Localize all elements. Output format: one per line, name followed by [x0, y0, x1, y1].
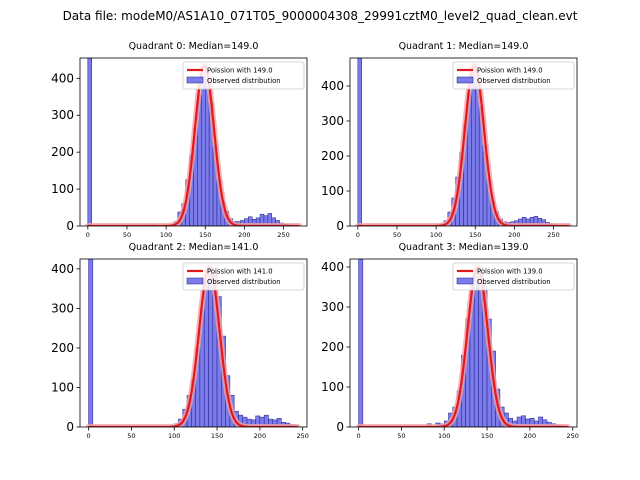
y-tick-label: 0	[66, 219, 74, 233]
x-tick-label: 200	[524, 432, 536, 440]
legend-entry-observed: Observed distribution	[477, 278, 551, 286]
y-tick-label: 300	[321, 300, 344, 314]
legend-bar-swatch	[456, 76, 474, 84]
zero-spike-bar	[357, 58, 362, 226]
quadrant-1-chart: 0 100 200 300 400 0 50 100 150 200 250 Quadrant 1: …	[321, 41, 578, 239]
x-tick-label: 150	[211, 432, 223, 440]
x-tick-label: 0	[356, 432, 360, 440]
axes-frame	[349, 258, 578, 428]
y-tick-label: 100	[51, 380, 74, 394]
legend-entry-observed: Observed distribution	[477, 77, 551, 85]
legend-entry-fit: Poission with 149.0	[207, 67, 273, 75]
x-tick-label: 150	[199, 231, 211, 239]
quadrant-0-chart: 0 100 200 300 400 0 50 100 150 200 250 Quadrant 0: …	[51, 41, 308, 239]
poisson-fit-line	[88, 266, 298, 427]
y-tick-label: 400	[51, 71, 74, 85]
x-tick-label: 50	[127, 432, 135, 440]
legend-entry-fit: Poission with 149.0	[477, 67, 543, 75]
quadrant-3-plot-area	[355, 259, 571, 427]
x-tick-label: 250	[547, 231, 559, 239]
y-tick-label: 300	[321, 114, 344, 128]
legend-bar-swatch	[186, 277, 204, 285]
x-tick-label: 150	[469, 231, 481, 239]
axes-frame	[79, 258, 308, 428]
legend-box	[182, 262, 305, 291]
poisson-fit-line	[358, 266, 568, 427]
y-tick-label: 400	[321, 260, 344, 274]
axes-frame	[79, 57, 308, 227]
figure-suptitle: Data file: modeM0/AS1A10_071T05_90000043…	[63, 9, 578, 23]
legend-entry-observed: Observed distribution	[207, 77, 281, 85]
x-tick-label: 50	[397, 432, 405, 440]
axes-frame	[349, 57, 578, 227]
y-tick-label: 200	[51, 341, 74, 355]
histogram-bar	[471, 68, 476, 226]
y-tick-label: 400	[51, 262, 74, 276]
x-tick-label: 150	[481, 432, 493, 440]
quadrant-2-chart: 0 100 200 300 400 0 50 100 150 200 250 Quadrant 2: …	[51, 242, 309, 440]
y-tick-label: 0	[336, 420, 344, 434]
y-tick-label: 300	[51, 108, 74, 122]
legend-entry-fit: Poission with 139.0	[477, 268, 543, 276]
legend-box	[452, 262, 575, 291]
x-tick-label: 100	[438, 432, 450, 440]
x-tick-label: 0	[356, 231, 360, 239]
legend-bar-swatch	[456, 277, 474, 285]
legend: Poission with 149.0 Observed distribution	[182, 61, 305, 90]
x-tick-label: 250	[297, 432, 309, 440]
y-tick-label: 400	[321, 79, 344, 93]
x-tick-label: 250	[567, 432, 579, 440]
y-tick-label: 0	[66, 420, 74, 434]
x-tick-label: 100	[168, 432, 180, 440]
x-tick-label: 200	[508, 231, 520, 239]
x-tick-label: 100	[430, 231, 442, 239]
y-tick-label: 100	[321, 184, 344, 198]
y-tick-label: 100	[321, 380, 344, 394]
x-tick-label: 50	[123, 231, 131, 239]
legend-entry-fit: Poission with 141.0	[207, 268, 273, 276]
y-tick-label: 100	[51, 182, 74, 196]
x-tick-label: 0	[86, 432, 90, 440]
legend-box	[182, 61, 305, 90]
quadrant-0-plot-area	[84, 58, 303, 226]
y-tick-label: 300	[51, 301, 74, 315]
x-tick-label: 50	[393, 231, 401, 239]
quadrant-3-chart: 0 100 200 300 400 0 50 100 150 200 250 Quadrant 3: …	[321, 242, 579, 440]
legend-entry-observed: Observed distribution	[207, 278, 281, 286]
legend: Poission with 149.0 Observed distribution	[452, 61, 575, 90]
x-tick-label: 0	[86, 231, 90, 239]
y-tick-label: 200	[321, 149, 344, 163]
poisson-fit-line	[87, 64, 300, 226]
zero-spike-bar	[88, 259, 94, 427]
poisson-fit-line	[357, 64, 570, 226]
quadrant-1-plot-area	[354, 58, 573, 226]
y-tick-label: 200	[51, 145, 74, 159]
quadrant-1-title: Quadrant 1: Median=149.0	[399, 41, 529, 52]
quadrant-3-title: Quadrant 3: Median=139.0	[399, 242, 529, 253]
legend-bar-swatch	[186, 76, 204, 84]
histogram-bar	[473, 270, 479, 427]
zero-spike-bar	[358, 259, 364, 427]
y-tick-label: 200	[321, 340, 344, 354]
legend: Poission with 141.0 Observed distribution	[182, 262, 305, 291]
quadrant-0-title: Quadrant 0: Median=149.0	[129, 41, 259, 52]
legend: Poission with 139.0 Observed distribution	[452, 262, 575, 291]
histogram-bar	[201, 70, 206, 226]
legend-box	[452, 61, 575, 90]
x-tick-label: 100	[160, 231, 172, 239]
y-tick-label: 0	[336, 219, 344, 233]
histogram-bar	[474, 85, 480, 226]
x-tick-label: 250	[277, 231, 289, 239]
zero-spike-bar	[87, 58, 92, 226]
x-tick-label: 200	[238, 231, 250, 239]
x-tick-label: 200	[254, 432, 266, 440]
quadrant-2-title: Quadrant 2: Median=141.0	[129, 242, 259, 253]
